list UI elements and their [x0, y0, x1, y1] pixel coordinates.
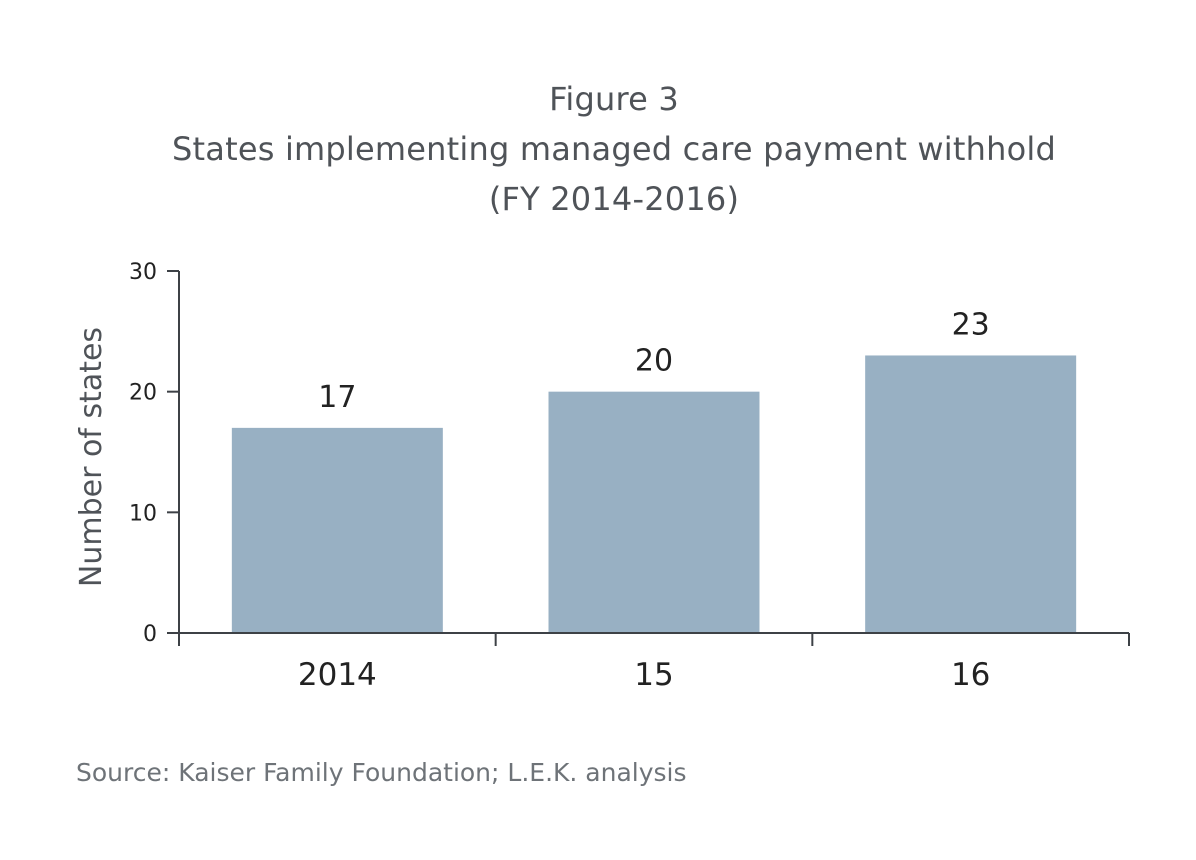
data-label-2014: 17 — [318, 380, 356, 415]
data-label-15: 20 — [635, 344, 673, 379]
bar-15 — [548, 391, 760, 633]
chart-subtitle: (FY 2014-2016) — [488, 180, 740, 218]
chart-title: States implementing managed care payment… — [172, 130, 1056, 168]
y-tick-label-30: 30 — [129, 260, 157, 285]
x-tick-label-16: 16 — [951, 657, 990, 693]
bar-16 — [865, 355, 1077, 633]
figure-label: Figure 3 — [549, 80, 679, 118]
y-tick-label-20: 20 — [129, 381, 157, 406]
source-note: Source: Kaiser Family Foundation; L.E.K.… — [76, 758, 687, 787]
bar-2014 — [231, 427, 443, 633]
x-tick-label-2014: 2014 — [298, 657, 377, 693]
data-label-16: 23 — [952, 307, 990, 342]
chart-title-block: Figure 3 States implementing managed car… — [0, 74, 1196, 224]
x-tick-label-15: 15 — [634, 657, 673, 693]
y-axis-label: Number of states — [74, 327, 109, 587]
y-tick-label-10: 10 — [129, 501, 157, 526]
y-tick-label-0: 0 — [143, 622, 157, 647]
